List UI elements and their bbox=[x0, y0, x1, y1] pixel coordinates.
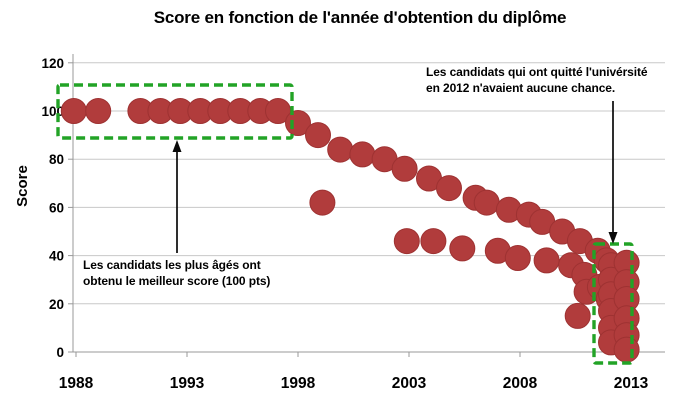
annotation-oldest-candidates: Les candidats les plus âgés ont obtenu l… bbox=[83, 257, 270, 289]
x-tick-label: 2013 bbox=[614, 375, 649, 392]
y-tick-label: 120 bbox=[41, 56, 64, 71]
data-point bbox=[393, 228, 420, 255]
annotation-arrow-up bbox=[172, 140, 182, 253]
data-point bbox=[327, 136, 354, 163]
annotation-2012-dropouts: Les candidats qui ont quitté l'univérsit… bbox=[426, 64, 648, 96]
annotation-line: Les candidats les plus âgés ont bbox=[83, 258, 261, 272]
data-point bbox=[305, 122, 331, 149]
data-point bbox=[504, 245, 531, 271]
annotation-line: Les candidats qui ont quitté l'univérsit… bbox=[426, 65, 648, 79]
chart-title: Score en fonction de l'année d'obtention… bbox=[153, 8, 567, 27]
x-tick-label: 2003 bbox=[392, 375, 427, 392]
data-point bbox=[285, 110, 311, 136]
y-tick-label: 40 bbox=[49, 249, 64, 264]
x-tick-label: 1988 bbox=[59, 375, 94, 392]
plot-area: 0 20 40 60 80 100 120 1988 1993 1998 2003 2008 2013 bbox=[41, 54, 665, 392]
x-tick-label: 1993 bbox=[170, 375, 205, 392]
data-point bbox=[436, 175, 462, 202]
data-point bbox=[349, 141, 376, 168]
y-tick-label: 20 bbox=[49, 297, 64, 312]
data-point bbox=[613, 336, 640, 363]
data-point bbox=[533, 247, 560, 274]
y-tick-label: 60 bbox=[49, 200, 64, 215]
y-tick-label: 0 bbox=[56, 345, 64, 360]
y-tick-label: 80 bbox=[49, 152, 64, 167]
data-point bbox=[60, 98, 87, 124]
data-point bbox=[449, 235, 476, 262]
x-tick-label: 1998 bbox=[281, 375, 316, 392]
highlight-box-top-scores bbox=[56, 83, 294, 140]
annotation-line: obtenu le meilleur score (100 pts) bbox=[83, 274, 271, 288]
y-tick-label: 100 bbox=[41, 104, 64, 119]
data-point bbox=[85, 98, 112, 124]
annotation-arrow-down bbox=[608, 101, 618, 244]
data-point bbox=[309, 189, 336, 216]
data-point bbox=[391, 155, 418, 182]
data-point bbox=[473, 189, 500, 216]
x-tick-label: 2008 bbox=[503, 375, 538, 392]
annotation-overlay bbox=[56, 83, 634, 365]
annotation-line: en 2012 n'avaient aucune chance. bbox=[426, 81, 616, 95]
data-point bbox=[564, 302, 591, 329]
data-point bbox=[420, 228, 447, 255]
